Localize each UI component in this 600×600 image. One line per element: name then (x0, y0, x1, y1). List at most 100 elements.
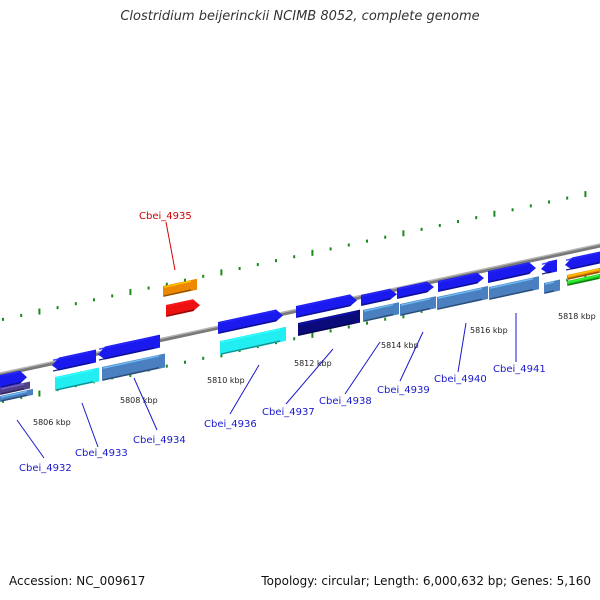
gene-block-cyan-a-shine (220, 328, 281, 343)
accession-text: Accession: NC_009617 (9, 574, 146, 588)
gene-label[interactable]: Cbei_4934 (133, 435, 186, 446)
gene-block-steel-left[interactable] (0, 388, 33, 402)
genome-summary-text: Topology: circular; Length: 6,000,632 bp… (261, 574, 591, 588)
gene-block-steel-e-body[interactable] (489, 276, 539, 300)
gene-block-steel-c[interactable] (400, 296, 436, 316)
gene-block-navy[interactable] (298, 309, 360, 336)
gene-label[interactable]: Cbei_4935 (139, 211, 192, 222)
gene-block-steel-a-shine (102, 355, 160, 369)
gene-block-cbei-4936-shade (218, 319, 278, 334)
gene-block-cbei-4942-shade (541, 271, 552, 275)
gene-block-green-right-shade (567, 277, 600, 286)
leader-line (229, 364, 260, 415)
gene-block-steel-a-body[interactable] (102, 353, 165, 381)
gene-block-orange-right-shine (567, 268, 600, 277)
gene-block-cbei-4940[interactable] (438, 272, 484, 292)
gene-block-cbei-4934-shine (98, 336, 155, 350)
gene-block-cyan-a[interactable] (220, 326, 286, 355)
gene-block-cbei-4938-body[interactable] (361, 288, 397, 306)
gene-block-steel-b-shine (363, 304, 394, 312)
gene-block-steel-c-shade (400, 307, 431, 316)
gene-label[interactable]: Cbei_4939 (377, 385, 430, 396)
scale-label: 5816 kbp (470, 326, 508, 335)
gene-block-purple-left-shine (0, 383, 25, 390)
gene-block-cbei-4938[interactable] (361, 288, 397, 306)
leader-line (285, 348, 334, 405)
gene-block-cbei-4935-orange-body[interactable] (163, 278, 197, 297)
gene-block-cbei-4940-body[interactable] (438, 272, 484, 292)
gene-block-steel-e[interactable] (489, 276, 539, 300)
gene-block-steel-a[interactable] (102, 353, 165, 381)
gene-block-cbei-4936-shine (218, 309, 278, 324)
gene-label[interactable]: Cbei_4937 (262, 407, 315, 418)
gene-label[interactable]: Cbei_4936 (204, 419, 257, 430)
gene-block-steel-b-body[interactable] (363, 302, 399, 322)
gene-block-cyan-a-body[interactable] (220, 326, 286, 355)
leader-line (457, 322, 467, 373)
gene-block-steel-left-shine (0, 390, 28, 398)
gene-block-green-right[interactable] (567, 273, 600, 286)
gene-block-cbei-4933[interactable] (52, 349, 96, 372)
gene-block-cbei-4938-shade (361, 297, 392, 306)
gene-block-orange-right[interactable] (567, 267, 600, 280)
gene-block-cbei-4934-body[interactable] (98, 334, 160, 360)
gene-block-steel-f-shine (544, 281, 555, 285)
gene-block-cbei-4936[interactable] (218, 309, 283, 334)
gene-block-steel-e-shine (489, 278, 534, 289)
gene-block-cbei-4932[interactable] (0, 370, 27, 388)
gene-label[interactable]: Cbei_4938 (319, 396, 372, 407)
gene-block-steel-b-shade (363, 313, 394, 322)
gene-block-steel-c-shine (400, 298, 431, 306)
gene-block-cyan-a-shade (220, 340, 281, 355)
gene-block-orange-right-shade (567, 271, 600, 280)
gene-block-cbei-4933-shine (52, 351, 91, 361)
gene-block-cbei-4937-shine (296, 294, 352, 308)
gene-block-steel-e-shade (489, 288, 534, 300)
gene-label[interactable]: Cbei_4941 (493, 364, 546, 375)
gene-block-cbei-4935-red[interactable] (166, 299, 200, 317)
gene-block-cbei-4943-shade (565, 262, 600, 271)
scale-label: 5810 kbp (207, 376, 245, 385)
leader-line (344, 341, 381, 395)
gene-block-cbei-4942[interactable] (541, 259, 557, 275)
gene-block-steel-d-body[interactable] (437, 286, 488, 310)
gene-block-cbei-4933-body[interactable] (52, 349, 96, 371)
gene-block-cbei-4935-red-shade (166, 309, 195, 317)
gene-block-steel-c-body[interactable] (400, 296, 436, 316)
gene-block-purple-left[interactable] (0, 381, 30, 395)
gene-block-cbei-4940-shine (438, 272, 479, 283)
gene-label[interactable]: Cbei_4932 (19, 463, 72, 474)
feature-track-group (0, 250, 600, 402)
gene-block-cbei-4935-orange-shine (163, 280, 192, 288)
gene-block-cbei-4935-orange-shade (163, 289, 192, 297)
leader-line (16, 419, 45, 459)
gene-block-cbei-4933-shade (52, 362, 91, 372)
gene-block-cbei-4937[interactable] (296, 294, 357, 318)
gene-block-cbei-4943[interactable] (565, 250, 600, 271)
gene-block-cbei-4939-body[interactable] (397, 281, 434, 299)
scale-label: 5812 kbp (294, 359, 332, 368)
gene-block-cbei-4935-red-body[interactable] (166, 299, 200, 317)
gene-block-cbei-4942-body[interactable] (541, 259, 557, 274)
gene-block-steel-b[interactable] (363, 302, 399, 322)
gene-block-cbei-4934[interactable] (98, 334, 160, 361)
gene-label[interactable]: Cbei_4940 (434, 374, 487, 385)
gene-block-cyan-b-shade (55, 381, 94, 391)
gene-block-cbei-4941[interactable] (488, 262, 536, 283)
gene-block-cbei-4936-body[interactable] (218, 309, 283, 334)
gene-block-cbei-4935-orange[interactable] (163, 278, 197, 297)
genome-title: Clostridium beijerinckii NCIMB 8052, com… (120, 9, 480, 24)
gene-block-cbei-4937-body[interactable] (296, 294, 357, 318)
gene-block-cyan-b[interactable] (55, 367, 99, 391)
gene-block-cyan-b-body[interactable] (55, 367, 99, 391)
gene-block-cbei-4941-body[interactable] (488, 262, 536, 283)
gene-block-steel-d[interactable] (437, 286, 488, 310)
gene-block-cbei-4939[interactable] (397, 281, 434, 299)
gene-block-cbei-4942-shine (541, 261, 552, 265)
gene-block-cbei-4932-shade (0, 381, 22, 388)
gene-block-navy-body[interactable] (298, 309, 360, 336)
gene-block-steel-f[interactable] (544, 279, 560, 294)
gene-block-cbei-4939-shade (397, 290, 429, 299)
gene-label[interactable]: Cbei_4933 (75, 448, 128, 459)
